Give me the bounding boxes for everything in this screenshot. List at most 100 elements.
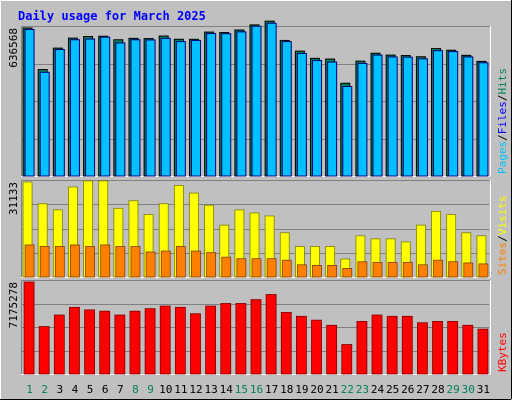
bar-kbytes-day-30 <box>462 324 474 375</box>
bar-files-day-8 <box>130 39 141 177</box>
bar-files-day-16 <box>251 25 262 177</box>
day-label-23: 23 <box>356 383 369 396</box>
max-label-visits-sites: 31133 <box>7 182 20 215</box>
day-label-28: 28 <box>431 383 444 396</box>
bar-sites-day-10 <box>160 250 171 278</box>
bar-files-day-2 <box>39 71 50 177</box>
bar-files-day-1 <box>24 29 35 177</box>
day-label-25: 25 <box>386 383 399 396</box>
bar-sites-day-9 <box>145 251 156 278</box>
bar-files-day-4 <box>69 39 80 177</box>
day-label-2: 2 <box>41 383 48 396</box>
day-label-31: 31 <box>477 383 490 396</box>
bar-files-day-28 <box>433 50 444 177</box>
bar-files-day-20 <box>312 59 323 177</box>
bar-kbytes-day-12 <box>190 313 201 375</box>
bar-kbytes-day-14 <box>220 303 232 375</box>
legend-separator: / <box>496 134 509 141</box>
day-label-15: 15 <box>235 383 248 396</box>
day-label-13: 13 <box>204 383 217 396</box>
bar-sites-day-25 <box>387 261 398 278</box>
bar-sites-day-6 <box>100 244 111 278</box>
bar-sites-day-24 <box>372 261 383 278</box>
bar-files-day-30 <box>463 56 474 177</box>
bar-kbytes-day-28 <box>432 321 443 375</box>
legend-item-pages: Pages <box>496 141 509 174</box>
bar-kbytes-day-17 <box>265 294 277 375</box>
bar-kbytes-day-26 <box>401 315 413 375</box>
bar-kbytes-day-19 <box>295 315 307 375</box>
bar-sites-day-21 <box>327 265 338 278</box>
bar-kbytes-day-18 <box>280 312 292 375</box>
bar-kbytes-day-1 <box>23 281 35 375</box>
bar-files-day-19 <box>296 52 307 177</box>
bar-sites-day-13 <box>206 252 217 278</box>
bar-files-day-15 <box>236 31 247 177</box>
bar-sites-day-26 <box>402 261 413 278</box>
day-label-22: 22 <box>341 383 354 396</box>
legend-item-hits: Hits <box>496 68 509 95</box>
bar-sites-day-14 <box>221 256 232 278</box>
bar-kbytes-day-4 <box>69 306 80 375</box>
day-label-1: 1 <box>26 383 33 396</box>
legend-separator: / <box>496 95 509 102</box>
bar-kbytes-day-7 <box>114 314 126 375</box>
bar-sites-day-20 <box>312 265 322 278</box>
bar-sites-day-30 <box>463 262 474 278</box>
legend-item-kbytes: KBytes <box>496 332 509 372</box>
bar-kbytes-day-22 <box>341 344 353 375</box>
bar-sites-day-15 <box>236 258 247 278</box>
day-label-19: 19 <box>295 383 308 396</box>
day-label-24: 24 <box>371 383 385 396</box>
day-label-21: 21 <box>326 383 339 396</box>
legend-visits-sites: Sites/Visits <box>496 196 509 276</box>
bar-sites-day-18 <box>281 259 292 278</box>
bar-files-day-9 <box>145 39 156 177</box>
bar-files-day-10 <box>160 37 171 177</box>
bar-sites-day-4 <box>70 244 80 278</box>
bar-sites-day-12 <box>191 250 201 278</box>
bar-kbytes-day-3 <box>53 314 65 375</box>
day-label-12: 12 <box>189 383 202 396</box>
bar-sites-day-1 <box>24 244 35 278</box>
bar-kbytes-day-8 <box>129 310 141 375</box>
bar-files-day-3 <box>54 49 65 177</box>
bar-files-day-13 <box>206 32 217 177</box>
bar-kbytes-day-20 <box>311 319 322 375</box>
bar-files-day-12 <box>190 39 201 177</box>
bar-kbytes-day-25 <box>386 315 398 375</box>
legend-item-files: Files <box>496 101 509 134</box>
day-label-3: 3 <box>57 383 64 396</box>
bar-kbytes-day-23 <box>356 321 368 375</box>
day-label-29: 29 <box>447 383 460 396</box>
bar-sites-day-2 <box>39 246 50 278</box>
bar-sites-day-3 <box>54 246 65 278</box>
bar-files-day-6 <box>100 36 111 177</box>
day-label-18: 18 <box>280 383 293 396</box>
bar-files-day-31 <box>478 62 489 177</box>
bar-files-day-14 <box>221 33 232 177</box>
day-label-27: 27 <box>416 383 429 396</box>
chart-title: Daily usage for March 2025 <box>18 9 206 23</box>
bar-kbytes-day-2 <box>38 326 50 375</box>
max-label-kbytes: 7175278 <box>7 282 20 328</box>
legend-separator: / <box>496 235 509 242</box>
bar-kbytes-day-11 <box>174 306 186 375</box>
day-label-4: 4 <box>72 383 79 396</box>
bar-sites-day-17 <box>266 258 277 278</box>
bar-sites-day-28 <box>433 259 443 278</box>
day-label-11: 11 <box>174 383 187 396</box>
bar-sites-day-11 <box>175 246 186 278</box>
bar-sites-day-16 <box>251 258 262 278</box>
bar-kbytes-day-16 <box>250 299 262 375</box>
bar-kbytes-day-6 <box>99 310 111 375</box>
bar-sites-day-29 <box>448 261 459 278</box>
day-label-10: 10 <box>159 383 172 396</box>
bar-kbytes-day-5 <box>84 309 95 375</box>
bar-files-day-26 <box>402 56 413 177</box>
bar-files-day-27 <box>417 58 428 177</box>
day-label-26: 26 <box>401 383 414 396</box>
bar-kbytes-day-9 <box>144 308 156 375</box>
legend-item-sites: Sites <box>496 242 509 275</box>
